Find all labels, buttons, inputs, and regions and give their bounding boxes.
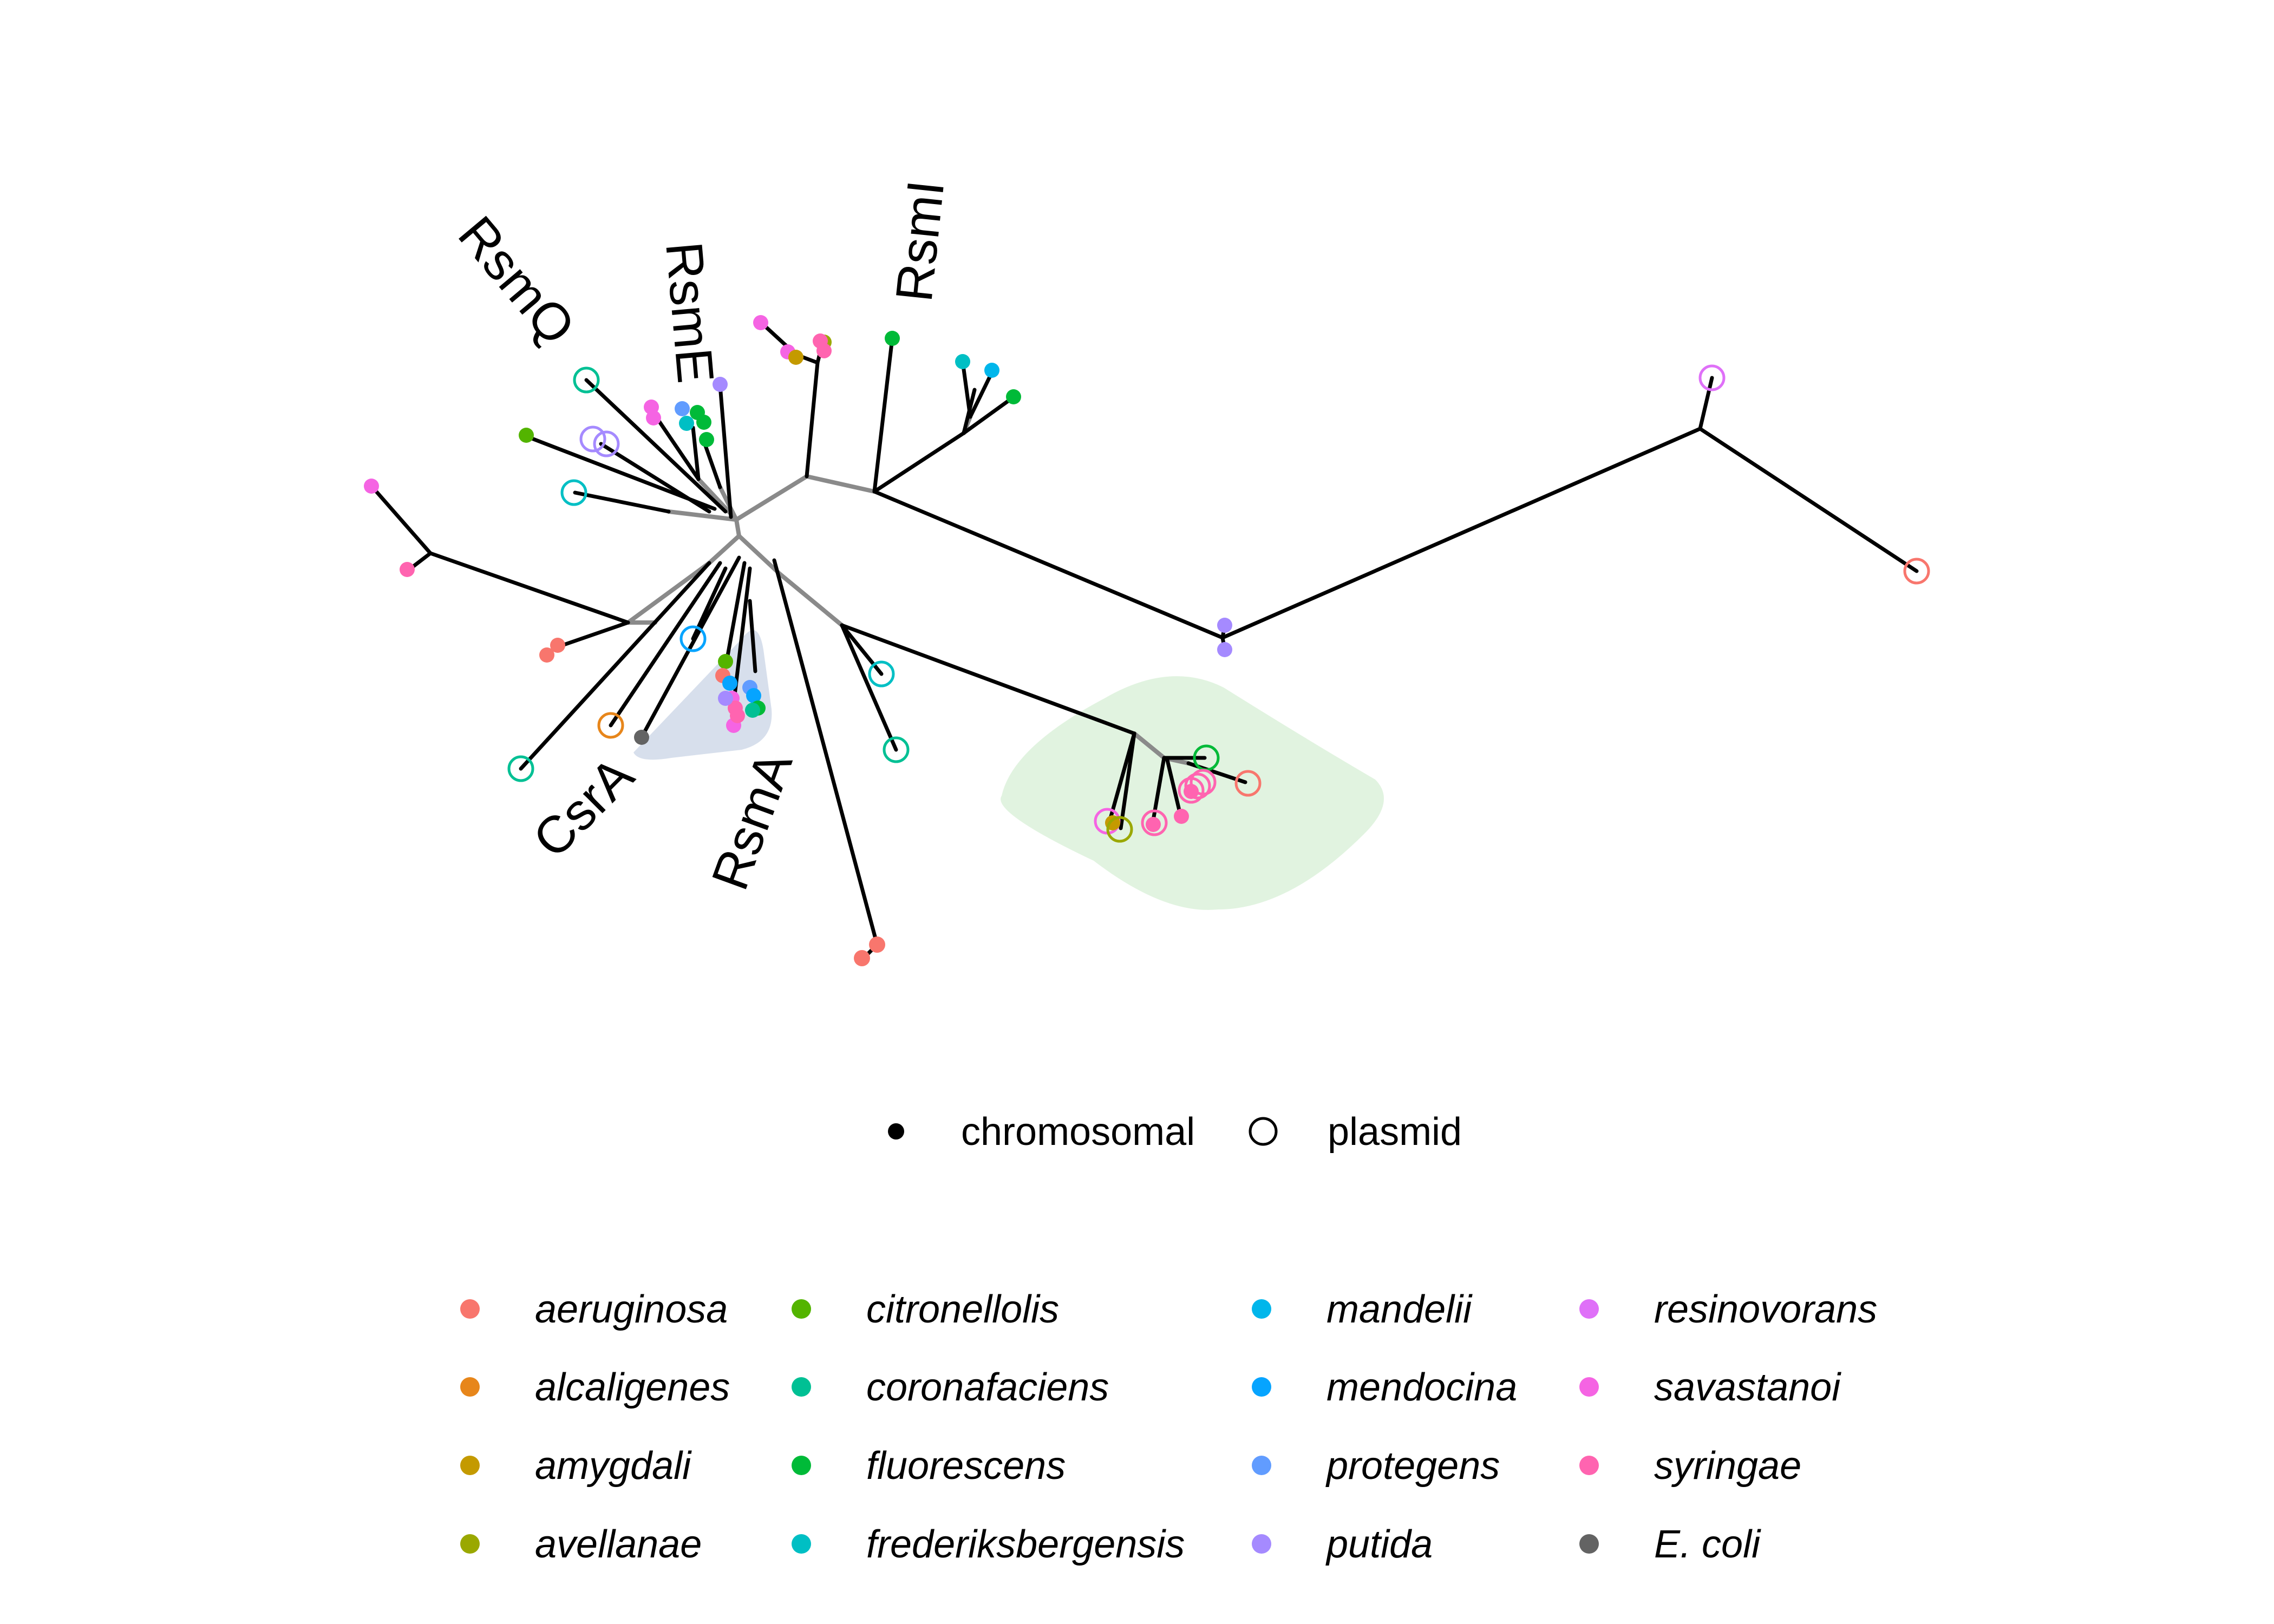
tip-citronellolis (718, 654, 733, 669)
tip-fluorescens (1006, 389, 1021, 404)
legend-swatch-savastanoi (1579, 1377, 1599, 1397)
tip-syringae-plasmid (1141, 809, 1168, 836)
tip-putida (713, 377, 728, 392)
tip-frederiksbergensis (955, 354, 970, 369)
tip-aeruginosa-plasmid (1903, 558, 1930, 585)
legend-label-e-coli: E. coli (1654, 1523, 1761, 1566)
tip-savastanoi (646, 410, 661, 425)
tip-syringae-plasmid (1190, 769, 1217, 796)
legend-swatch-alcaligenes (460, 1377, 480, 1397)
tip-mendocina (746, 688, 761, 703)
tip-fluorescens (696, 415, 711, 430)
legend-swatch-mandelii (1252, 1299, 1271, 1319)
tip-coronafaciens-plasmid (573, 366, 600, 394)
tip-frederiksbergensis-plasmid (560, 479, 587, 506)
legend-label-frederiksbergensis: frederiksbergensis (866, 1523, 1185, 1566)
legend-swatch-fluorescens (792, 1456, 811, 1475)
tip-citronellolis (519, 428, 534, 443)
legend-label-putida: putida (1325, 1523, 1433, 1566)
legend-swatch-frederiksbergensis (792, 1534, 811, 1554)
tip-savastanoi (364, 479, 379, 494)
tip-coronafaciens-plasmid (883, 736, 910, 763)
tip-amygdali (788, 350, 803, 365)
tip-fluorescens (885, 331, 900, 346)
chromosomal-marker (888, 1123, 904, 1140)
tip-syringae (730, 708, 745, 723)
legend-label-fluorescens: fluorescens (866, 1444, 1066, 1488)
clade-label-rsma: RsmA (701, 744, 803, 897)
clade-label-rsme: RsmE (655, 240, 724, 386)
shape-legend: chromosomal plasmid (888, 1110, 1462, 1154)
tip-mendocina-plasmid (679, 625, 707, 652)
chromosomal-label: chromosomal (961, 1110, 1195, 1154)
legend-label-savastanoi: savastanoi (1654, 1366, 1841, 1409)
tip-resinovorans-plasmid (1698, 364, 1726, 391)
tip-putida (1217, 642, 1232, 657)
tip-protegens (675, 401, 690, 416)
tip-avellanae-plasmid (1106, 816, 1133, 843)
legend-label-amygdali: amygdali (535, 1444, 692, 1488)
clade-label-csra: CsrA (522, 746, 645, 869)
species-legend: aeruginosa alcaligenes amygdali avellanae ci… (460, 1288, 1877, 1566)
tip-aeruginosa (869, 937, 885, 953)
legend-label-avellanae: avellanae (535, 1523, 702, 1566)
tip-syringae (1184, 784, 1199, 799)
legend-swatch-amygdali (460, 1456, 480, 1475)
legend-swatch-mendocina (1252, 1377, 1271, 1397)
legend-swatch-aeruginosa (460, 1299, 480, 1319)
legend-label-citronellolis: citronellolis (866, 1288, 1059, 1331)
tip-mandelii (984, 363, 999, 378)
legend-swatch-protegens (1252, 1456, 1271, 1475)
terminal-branches (370, 322, 1919, 960)
legend-label-protegens: protegens (1325, 1444, 1500, 1488)
tip-coronafaciens-plasmid (507, 755, 534, 782)
tip-aeruginosa (550, 638, 565, 653)
plasmid-marker (1249, 1117, 1278, 1146)
tip-syringae (400, 562, 415, 577)
tip-putida (1217, 618, 1232, 633)
legend-swatch-putida (1252, 1534, 1271, 1554)
tip-e-coli (634, 730, 649, 745)
tip-syringae (816, 343, 832, 358)
legend-swatch-coronafaciens (792, 1377, 811, 1397)
legend-swatch-syringae (1579, 1456, 1599, 1475)
legend-label-aeruginosa: aeruginosa (535, 1288, 728, 1331)
tip-aeruginosa (854, 950, 870, 966)
tip-fluorescens (699, 432, 714, 447)
tip-putida (718, 691, 733, 706)
legend-label-coronafaciens: coronafaciens (866, 1366, 1109, 1409)
legend-swatch-citronellolis (792, 1299, 811, 1319)
tip-frederiksbergensis-plasmid (868, 660, 895, 687)
legend-label-resinovorans: resinovorans (1654, 1288, 1877, 1331)
clade-label-rsmi: RsmI (885, 178, 955, 304)
tip-syringae-plasmid (1184, 772, 1211, 800)
tip-aeruginosa-plasmid (1234, 770, 1262, 797)
tip-savastanoi (753, 315, 768, 330)
legend-label-mendocina: mendocina (1327, 1366, 1517, 1409)
tip-coronafaciens (745, 703, 760, 718)
tip-mendocina (722, 676, 737, 691)
tip-alcaligenes-plasmid (597, 712, 624, 739)
legend-label-mandelii: mandelii (1327, 1288, 1473, 1331)
tip-aeruginosa (539, 647, 554, 663)
legend-swatch-avellanae (460, 1534, 480, 1554)
legend-swatch-e-coli (1579, 1534, 1599, 1554)
plasmid-label: plasmid (1328, 1110, 1462, 1154)
tip-syringae (1146, 817, 1161, 832)
tip-frederiksbergensis (679, 416, 694, 431)
tip-syringae (1174, 809, 1189, 824)
legend-swatch-resinovorans (1579, 1299, 1599, 1319)
tip-putida-plasmid (593, 430, 620, 457)
tip-markers (364, 315, 1930, 966)
clade-label-rsmq: RsmQ (447, 206, 586, 356)
legend-label-alcaligenes: alcaligenes (535, 1366, 730, 1409)
tip-putida-plasmid (579, 425, 606, 453)
legend-label-syringae: syringae (1654, 1444, 1801, 1488)
